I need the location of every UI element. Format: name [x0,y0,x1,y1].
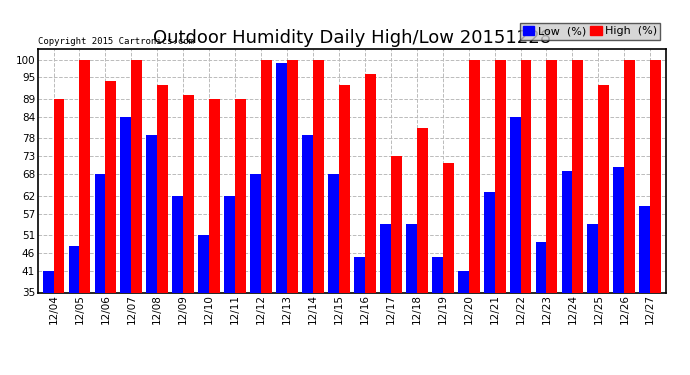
Bar [432,256,443,292]
Bar [546,60,558,292]
Bar [587,224,598,292]
Bar [640,207,650,292]
Bar [302,135,313,292]
Bar [131,60,142,292]
Bar [79,60,90,292]
Bar [276,63,287,292]
Bar [380,224,391,292]
Bar [365,74,376,292]
Bar [146,135,157,292]
Bar [469,60,480,292]
Bar [406,224,417,292]
Bar [209,99,220,292]
Title: Outdoor Humidity Daily High/Low 20151228: Outdoor Humidity Daily High/Low 20151228 [153,29,551,47]
Bar [235,99,246,292]
Bar [328,174,339,292]
Bar [339,85,350,292]
Bar [650,60,661,292]
Bar [354,256,365,292]
Bar [224,196,235,292]
Bar [562,171,573,292]
Bar [287,60,298,292]
Bar [54,99,64,292]
Bar [106,81,117,292]
Bar [417,128,428,292]
Bar [457,271,469,292]
Text: Copyright 2015 Cartronics.com: Copyright 2015 Cartronics.com [38,38,194,46]
Bar [495,60,506,292]
Bar [535,242,546,292]
Bar [43,271,54,292]
Bar [391,156,402,292]
Bar [613,167,624,292]
Bar [261,60,272,292]
Legend: Low  (%), High  (%): Low (%), High (%) [520,22,660,40]
Bar [313,60,324,292]
Bar [250,174,261,292]
Bar [510,117,520,292]
Bar [573,60,583,292]
Bar [624,60,635,292]
Bar [198,235,209,292]
Bar [443,164,453,292]
Bar [121,117,131,292]
Bar [598,85,609,292]
Bar [184,95,194,292]
Bar [68,246,79,292]
Bar [95,174,106,292]
Bar [157,85,168,292]
Bar [172,196,184,292]
Bar [484,192,495,292]
Bar [520,60,531,292]
